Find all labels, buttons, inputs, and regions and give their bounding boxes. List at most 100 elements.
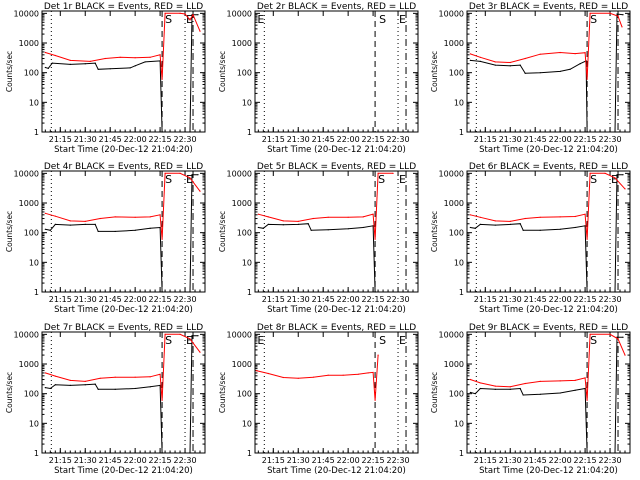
events-data-point — [44, 228, 46, 230]
events-data-point — [327, 229, 329, 231]
lld-data-point — [164, 12, 166, 14]
events-data-point — [54, 223, 56, 226]
x-axis-label: Start Time (20-Dec-12 21:04:20) — [54, 145, 193, 155]
events-data-point — [474, 227, 476, 229]
events-data-point — [509, 223, 511, 226]
y-tick-label: 10000 — [227, 169, 252, 178]
events-data-point — [44, 387, 46, 389]
x-tick-label: 22:30 — [387, 456, 410, 465]
x-tick-label: 22:00 — [337, 456, 360, 465]
detector-panel: Det 8r BLACK = Events, RED = LLD 1 10 100 10… — [218, 323, 419, 476]
events-data-point — [519, 223, 521, 225]
events-data-point — [134, 387, 136, 390]
events-data-point — [586, 131, 588, 133]
lld-data-point — [362, 216, 364, 218]
y-tick-label: 1000 — [19, 199, 39, 208]
lld-data-point — [267, 372, 269, 375]
event-marker-label: E — [399, 173, 406, 186]
events-data-point — [189, 291, 191, 293]
detector-panel: Det 6r BLACK = Events, RED = LLD 1 10 100 10… — [430, 162, 631, 315]
y-tick-label: 1000 — [232, 39, 252, 48]
lld-data-point — [84, 220, 86, 222]
events-data-point — [191, 174, 193, 176]
events-data-point — [51, 62, 53, 64]
x-axis-label: Start Time (20-Dec-12 21:04:20) — [479, 305, 618, 315]
lld-data-point — [469, 214, 471, 216]
event-marker-label: E — [186, 173, 193, 186]
x-tick-label: 22:15 — [574, 135, 597, 144]
y-tick-label: 1 — [247, 128, 252, 137]
lld-data-point — [297, 377, 299, 379]
lld-data-point — [539, 380, 541, 382]
events-data-point — [257, 226, 259, 229]
events-data-point — [559, 392, 561, 394]
events-data-point — [84, 223, 86, 226]
x-tick-label: 21:30 — [499, 295, 522, 304]
events-data-point — [84, 384, 86, 386]
lld-data-point — [159, 373, 161, 375]
events-data-point — [469, 226, 471, 229]
lld-data-point — [589, 333, 591, 335]
plot-frame — [254, 10, 419, 133]
lld-data-point — [372, 371, 374, 374]
y-axis-label: Counts/sec — [218, 211, 227, 252]
events-data-point — [586, 452, 588, 454]
lld-data-point — [159, 54, 161, 56]
lld-data-point — [159, 214, 161, 216]
events-data-point — [49, 229, 51, 231]
events-data-point — [49, 387, 51, 390]
events-data-point — [189, 131, 191, 133]
y-tick-label: 10 — [454, 258, 464, 267]
lld-data-point — [539, 216, 541, 218]
events-data-point — [524, 72, 526, 74]
x-axis-label: Start Time (20-Dec-12 21:04:20) — [54, 305, 193, 315]
lld-data-point — [624, 188, 626, 190]
events-series-line — [45, 14, 198, 133]
panel-title: Det 8r BLACK = Events, RED = LLD — [257, 323, 416, 333]
events-data-point — [197, 14, 199, 16]
y-tick-label: 10000 — [439, 169, 464, 178]
events-series-line — [258, 223, 403, 293]
y-tick-label: 1000 — [444, 39, 464, 48]
events-data-point — [310, 229, 312, 231]
x-tick-label: 22:15 — [149, 295, 172, 304]
x-tick-label: 21:45 — [99, 135, 122, 144]
x-tick-label: 22:00 — [549, 456, 572, 465]
y-tick-label: 10 — [242, 258, 252, 267]
lld-data-point — [347, 216, 349, 218]
x-tick-label: 22:15 — [362, 456, 385, 465]
lld-data-point — [44, 372, 46, 374]
lld-data-point — [372, 213, 374, 215]
x-tick-label: 22:00 — [124, 295, 147, 304]
event-marker-label: S — [379, 334, 386, 347]
events-data-point — [129, 67, 131, 69]
x-tick-label: 22:00 — [124, 456, 147, 465]
lld-data-point — [586, 238, 588, 240]
y-tick-label: 10 — [454, 98, 464, 107]
y-tick-label: 10000 — [439, 330, 464, 339]
x-axis-label: Start Time (20-Dec-12 21:04:20) — [267, 145, 406, 155]
events-series-line — [470, 174, 623, 293]
x-tick-label: 22:15 — [149, 135, 172, 144]
events-data-point — [494, 64, 496, 66]
x-tick-label: 21:15 — [262, 135, 285, 144]
x-tick-label: 22:00 — [549, 135, 572, 144]
lld-data-point — [479, 216, 481, 218]
lld-data-point — [84, 380, 86, 382]
lld-data-point — [609, 12, 611, 14]
event-marker-label: E — [399, 334, 406, 347]
lld-data-point — [134, 57, 136, 59]
events-data-point — [161, 131, 163, 133]
lld-data-point — [114, 216, 116, 218]
event-marker-label: S — [379, 13, 386, 26]
panel-title: Det 3r BLACK = Events, RED = LLD — [469, 2, 628, 12]
x-tick-label: 21:30 — [74, 135, 97, 144]
event-marker-label: E — [399, 13, 406, 26]
lld-data-point — [377, 354, 379, 356]
events-data-point — [149, 386, 151, 388]
y-tick-label: 10 — [29, 98, 39, 107]
x-tick-label: 21:30 — [287, 456, 310, 465]
lld-data-point — [312, 376, 314, 378]
x-axis-label: Start Time (20-Dec-12 21:04:20) — [267, 305, 406, 315]
